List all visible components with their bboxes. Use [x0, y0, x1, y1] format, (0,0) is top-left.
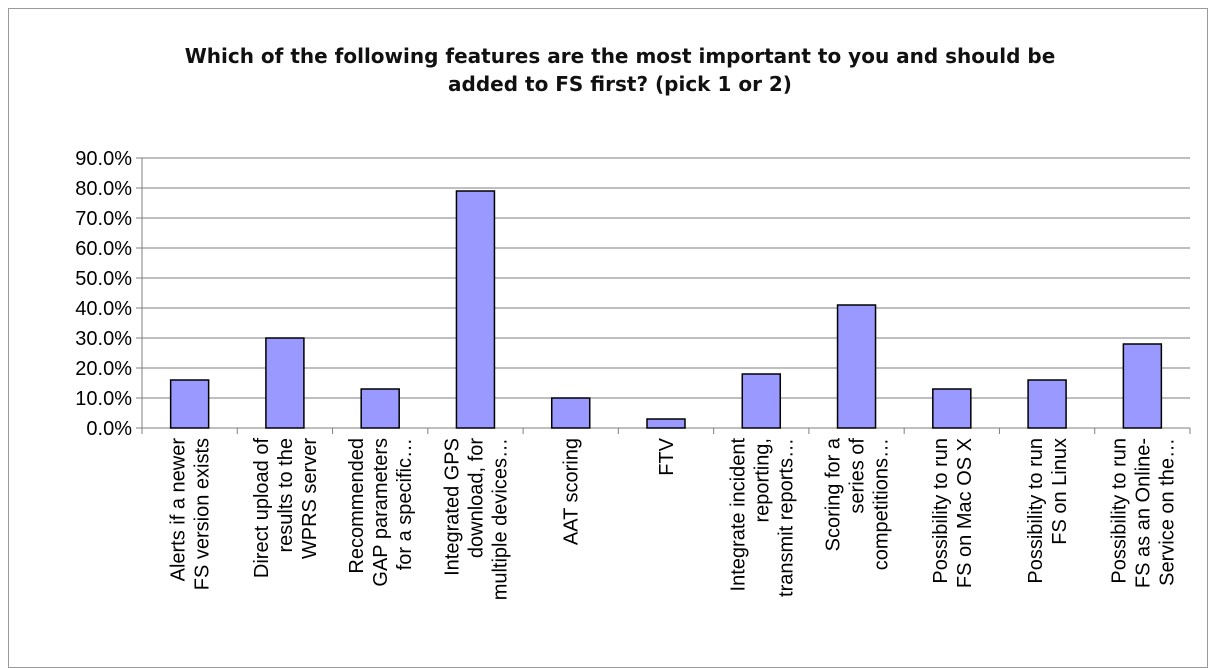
category-label-line: FS on Linux: [1049, 438, 1071, 545]
category-label-line: Integrated GPS: [441, 438, 463, 576]
y-tick-label: 30.0%: [75, 328, 132, 350]
category-label: Scoring for a series of competitions…: [823, 437, 893, 570]
category-label-line: FS as an Online-: [1132, 438, 1154, 588]
category-label-line: FS version exists: [192, 438, 214, 590]
y-tick-label: 70.0%: [75, 208, 132, 230]
gridlines: [142, 157, 1190, 399]
chart-title-line-1: Which of the following features are the …: [184, 44, 1056, 68]
category-label-line: Direct upload of: [251, 438, 273, 579]
category-label-line: Recommended: [346, 438, 368, 574]
y-tick-label: 10.0%: [75, 388, 132, 410]
category-label: Integrate incident reporting, transmit rep…: [727, 438, 797, 597]
category-label-line: Possibility to run: [1025, 438, 1047, 584]
bar: [455, 190, 496, 429]
y-tick-label: 40.0%: [75, 298, 132, 320]
category-label-line: GAP parameters: [370, 438, 392, 587]
category-label: Direct upload of results to the WPRS serve…: [251, 438, 321, 579]
category-label-line: Service on the…: [1156, 438, 1178, 586]
y-tick-label: 80.0%: [75, 178, 132, 200]
axis-labels: 0.0% 10.0% 20.0% 30.0% 40.0% 50.0% 60.0% 70.0% 8…: [75, 148, 1178, 600]
category-label: Alerts if a newer FS version exists: [168, 438, 214, 591]
category-label-line: results to the: [275, 438, 297, 553]
y-tick-label: 0.0%: [86, 418, 132, 440]
bar: [360, 388, 400, 429]
category-label: Possibility to run FS on Linux: [1025, 438, 1071, 584]
category-label-line: competitions…: [871, 438, 893, 570]
chart-title: Which of the following features are the …: [170, 42, 1070, 98]
category-label-line: Alerts if a newer: [168, 438, 190, 582]
y-tick-label: 60.0%: [75, 238, 132, 260]
category-label-line: series of: [847, 438, 869, 514]
bar: [836, 304, 877, 429]
category-label-line: Possibility to run: [1108, 438, 1130, 584]
bar: [741, 373, 782, 429]
chart-title-line-2: added to FS first? (pick 1 or 2): [448, 72, 792, 96]
category-label: Possibility to run FS as an Online- Servic…: [1108, 438, 1178, 588]
bar: [1122, 343, 1163, 429]
category-label-line: reporting,: [751, 438, 773, 523]
category-label-line: FS on Mac OS X: [954, 438, 976, 588]
category-label-line: for a specific…: [394, 438, 416, 570]
bar: [169, 379, 210, 429]
y-tick-label: 50.0%: [75, 268, 132, 290]
bar: [550, 397, 591, 429]
category-label-line: Scoring for a: [823, 437, 845, 551]
category-label-line: transmit reports…: [775, 438, 797, 597]
category-label: Recommended GAP parameters for a specific…: [346, 438, 416, 587]
bars: [169, 190, 1163, 429]
y-tick-label: 20.0%: [75, 358, 132, 380]
bar: [932, 388, 972, 429]
category-label: AAT scoring: [561, 438, 583, 545]
category-label-line: WPRS server: [299, 438, 321, 559]
y-tick-label: 90.0%: [75, 148, 132, 170]
category-label-line: FTV: [656, 437, 678, 475]
category-label-line: AAT scoring: [561, 438, 583, 545]
category-label-line: Possibility to run: [930, 438, 952, 584]
bar-chart: 0.0% 10.0% 20.0% 30.0% 40.0% 50.0% 60.0% 70.0% 8…: [75, 148, 1191, 600]
category-label-line: multiple devices…: [489, 438, 511, 600]
bar: [265, 337, 305, 429]
bar: [646, 418, 686, 429]
category-label: Integrated GPS download, for multiple devi…: [441, 438, 511, 601]
category-label-line: download, for: [465, 438, 487, 558]
category-label-line: Integrate incident: [727, 438, 749, 592]
category-label: Possibility to run FS on Mac OS X: [930, 438, 976, 588]
bar: [1027, 379, 1067, 429]
category-label: FTV: [656, 437, 678, 475]
